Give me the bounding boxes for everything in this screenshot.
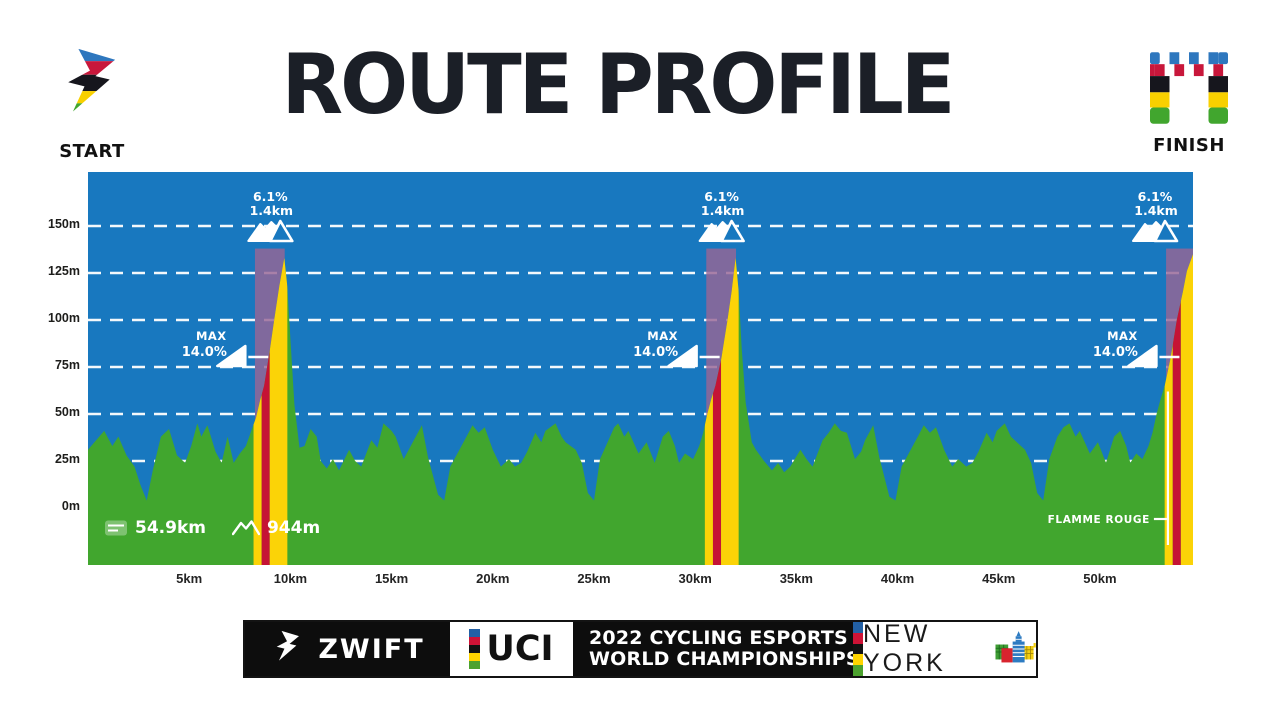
distance-stat: 54.9km bbox=[104, 518, 206, 538]
zwift-rainbow-logo-icon bbox=[68, 48, 116, 112]
max-grade-word-3: MAX bbox=[1107, 329, 1138, 343]
finish-block: FINISH bbox=[1146, 52, 1232, 156]
terrain-area bbox=[88, 254, 1193, 565]
kom-stripe-red-center-climb1 bbox=[261, 254, 270, 565]
x-axis-label-25km: 25km bbox=[577, 571, 611, 586]
elevation-mountains-icon bbox=[231, 520, 260, 536]
kom-stripe-yellow-right-climb3 bbox=[1180, 254, 1193, 565]
max-grade-value-3: 14.0% bbox=[1093, 345, 1138, 360]
max-grade-value-1: 14.0% bbox=[182, 345, 227, 360]
uci-wordmark: UCI bbox=[486, 629, 554, 669]
kom-mountain-icon-climb1 bbox=[247, 219, 294, 243]
mountain-right-peak bbox=[269, 219, 294, 243]
zwift-banner-section: ZWIFT bbox=[245, 622, 450, 676]
new-york-skyline-icon bbox=[995, 631, 1036, 663]
max-grade-slope-icon-1 bbox=[216, 344, 247, 368]
x-axis-label-30km: 30km bbox=[678, 571, 712, 586]
x-axis-label-10km: 10km bbox=[273, 571, 307, 586]
flamme-rouge-label: FLAMME ROUGE bbox=[1048, 514, 1150, 526]
championship-banner-section: 2022 CYCLING ESPORTS WORLD CHAMPIONSHIPS bbox=[573, 622, 860, 676]
championship-line2: WORLD CHAMPIONSHIPS bbox=[589, 648, 860, 670]
uci-rainbow-stripes bbox=[469, 629, 481, 669]
climb-length-label-1: 1.4km bbox=[250, 203, 293, 218]
road-distance-icon bbox=[105, 520, 127, 536]
city-label: NEW YORK bbox=[863, 620, 946, 677]
y-axis-label-75m: 75m bbox=[54, 358, 80, 372]
climb-length-label-3: 1.4km bbox=[1134, 203, 1177, 218]
start-label: START bbox=[59, 141, 125, 162]
x-axis-label-15km: 15km bbox=[374, 571, 409, 586]
max-grade-word-2: MAX bbox=[647, 329, 678, 343]
kom-stripe-red-center-climb3 bbox=[1172, 254, 1181, 565]
rainbow-divider bbox=[853, 622, 863, 676]
elevation-stat: 944m bbox=[231, 518, 321, 538]
x-axis-label-35km: 35km bbox=[779, 571, 813, 586]
y-axis-label-100m: 100m bbox=[48, 311, 80, 325]
climb-grade-label-1: 6.1% bbox=[253, 189, 288, 204]
y-axis-label-125m: 125m bbox=[48, 264, 80, 278]
y-axis-label-25m: 25m bbox=[54, 452, 80, 466]
y-axis-label-150m: 150m bbox=[48, 217, 80, 231]
y-axis-label-50m: 50m bbox=[54, 405, 80, 419]
x-axis-label-45km: 45km bbox=[982, 571, 1016, 586]
y-axis-label-0m: 0m bbox=[61, 499, 80, 513]
climb-length-label-2: 1.4km bbox=[701, 203, 744, 218]
mountain-right-peak bbox=[720, 219, 745, 243]
route-stats: 54.9km 944m bbox=[104, 518, 320, 538]
zwift-wordmark: ZWIFT bbox=[318, 633, 425, 665]
x-axis-label-50km: 50km bbox=[1083, 571, 1117, 586]
max-grade-value-2: 14.0% bbox=[633, 345, 678, 360]
event-banner: ZWIFT UCI 2022 CYCLING ESPORTS WORLD CHA… bbox=[243, 620, 1038, 678]
distance-value: 54.9km bbox=[135, 518, 206, 538]
kom-mountain-icon-climb3 bbox=[1132, 219, 1179, 243]
mountain-right-peak bbox=[1153, 219, 1179, 243]
route-profile-chart: 6.1%1.4kmMAX14.0%6.1%1.4kmMAX14.0%6.1%1.… bbox=[88, 172, 1193, 565]
x-axis-label-20km: 20km bbox=[476, 571, 510, 586]
newyork-banner-section: NEW YORK bbox=[863, 620, 1036, 677]
max-grade-word-1: MAX bbox=[196, 329, 227, 343]
championship-line1: 2022 CYCLING ESPORTS bbox=[589, 626, 848, 649]
finish-label: FINISH bbox=[1153, 135, 1225, 156]
x-axis-label-40km: 40km bbox=[880, 571, 915, 586]
elevation-value: 944m bbox=[266, 518, 321, 538]
max-grade-slope-icon-3 bbox=[1127, 344, 1158, 368]
uci-banner-section: UCI bbox=[450, 622, 573, 676]
climb-grade-label-3: 6.1% bbox=[1138, 189, 1173, 204]
kom-stripe-yellow-right-climb1 bbox=[269, 254, 288, 565]
start-block: START bbox=[52, 44, 132, 162]
kom-stripe-yellow-left-climb2 bbox=[704, 254, 713, 565]
x-axis-label-5km: 5km bbox=[176, 571, 203, 586]
chart-area: 6.1% 1.4km MAX 14.0% 6.1% 1.4km MAX 14.0% 6.1% 1.… bbox=[88, 172, 1193, 565]
max-grade-slope-icon-2 bbox=[667, 344, 698, 368]
kom-stripe-red-center-climb2 bbox=[712, 254, 722, 565]
finish-arch-icon bbox=[1150, 52, 1228, 124]
kom-mountain-icon-climb2 bbox=[698, 219, 745, 243]
zwift-logo-icon bbox=[277, 630, 300, 661]
page-title: ROUTE PROFILE bbox=[281, 36, 956, 133]
climb-grade-label-2: 6.1% bbox=[704, 189, 739, 204]
